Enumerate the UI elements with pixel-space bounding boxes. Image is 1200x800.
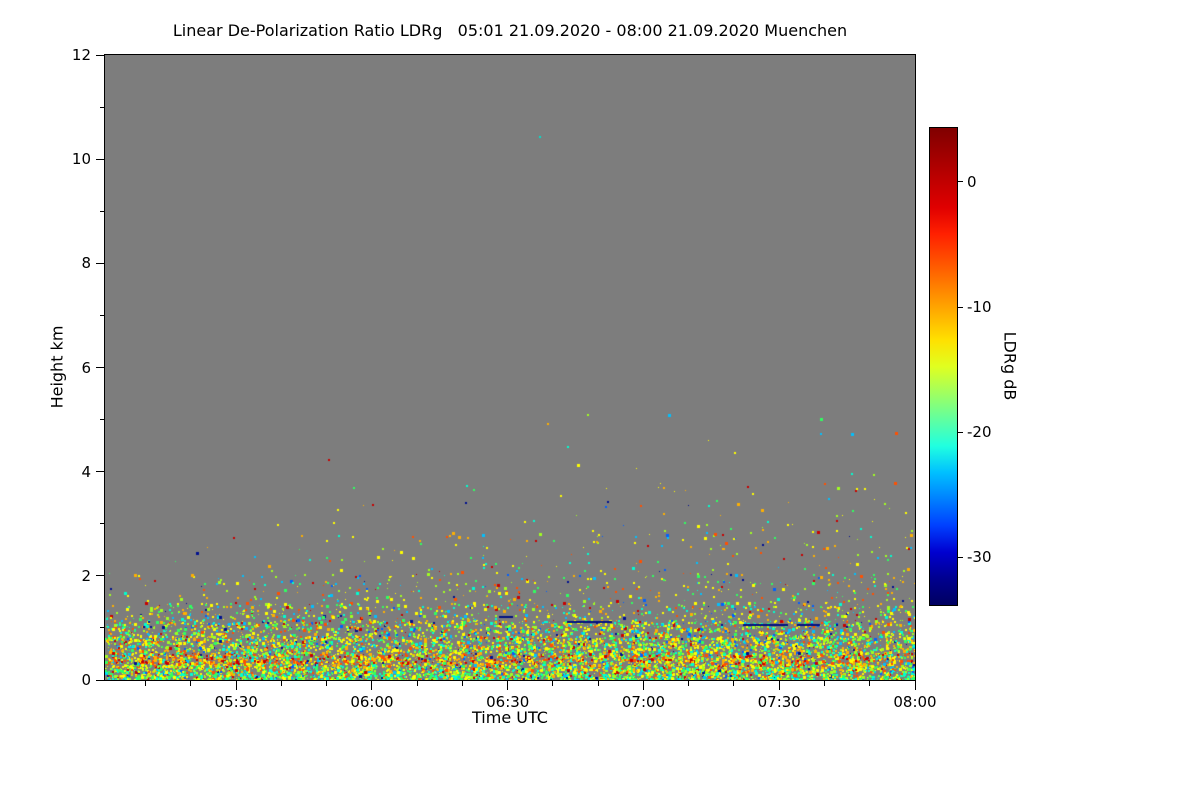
colorbar-tick: [957, 556, 963, 558]
x-tick-label: 07:30: [757, 693, 801, 711]
colorbar-tick-label: -20: [967, 423, 992, 442]
colorbar: [929, 127, 958, 606]
colorbar-tick: [957, 431, 963, 433]
y-tick-label: 8: [81, 254, 91, 273]
x-tick: [507, 681, 509, 690]
colorbar-tick-label: 0: [967, 172, 977, 191]
x-minor-tick: [597, 681, 599, 686]
x-tick: [371, 681, 373, 690]
colorbar-tick-label: -10: [967, 298, 992, 317]
y-tick-label: 4: [81, 462, 91, 481]
y-minor-tick: [100, 523, 105, 525]
x-minor-tick: [145, 681, 147, 686]
x-minor-tick: [461, 681, 463, 686]
y-tick-label: 0: [81, 671, 91, 689]
y-tick: [96, 262, 105, 264]
colorbar-label: LDRg dB: [1000, 331, 1020, 401]
y-minor-tick: [100, 314, 105, 316]
x-tick-label: 07:00: [621, 693, 666, 711]
x-tick-label: 06:30: [486, 693, 530, 711]
chart-title: Linear De-Polarization Ratio LDRg 05:01 …: [172, 21, 848, 40]
x-tick-label: 05:30: [214, 693, 258, 711]
y-tick: [96, 54, 105, 56]
y-minor-tick: [100, 210, 105, 212]
x-minor-tick: [416, 681, 418, 686]
colorbar-tick: [957, 306, 963, 308]
x-minor-tick: [190, 681, 192, 686]
y-tick-label: 2: [81, 566, 91, 585]
y-tick: [96, 367, 105, 368]
x-minor-tick: [823, 681, 825, 686]
colorbar-gradient: [930, 128, 957, 605]
y-minor-tick: [100, 627, 105, 629]
x-minor-tick: [552, 681, 554, 686]
x-minor-tick: [280, 681, 282, 686]
y-tick: [96, 575, 105, 577]
y-minor-tick: [100, 106, 105, 108]
y-tick-label: 6: [81, 358, 91, 377]
x-tick: [914, 681, 916, 690]
heatmap-canvas: [105, 55, 915, 680]
y-minor-tick: [100, 419, 105, 421]
x-axis-label: Time UTC: [472, 708, 548, 727]
y-tick-label: 12: [71, 46, 91, 64]
y-tick: [96, 679, 105, 681]
y-tick: [96, 471, 105, 473]
y-tick-label: 10: [71, 150, 91, 169]
colorbar-tick: [957, 181, 963, 183]
plot-area: [104, 54, 916, 681]
x-minor-tick: [733, 681, 735, 686]
x-tick-label: 06:00: [350, 693, 394, 711]
x-minor-tick: [869, 681, 871, 686]
x-minor-tick: [326, 681, 328, 686]
x-minor-tick: [688, 681, 690, 686]
x-tick-label: 08:00: [893, 693, 937, 711]
x-tick: [778, 681, 780, 690]
colorbar-tick-label: -30: [967, 548, 992, 567]
y-tick: [96, 158, 105, 160]
x-tick: [235, 681, 237, 690]
x-tick: [642, 681, 644, 690]
